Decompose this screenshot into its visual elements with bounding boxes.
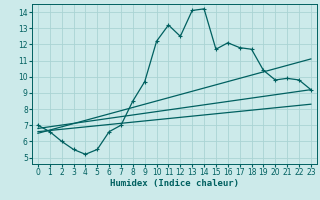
X-axis label: Humidex (Indice chaleur): Humidex (Indice chaleur) [110, 179, 239, 188]
